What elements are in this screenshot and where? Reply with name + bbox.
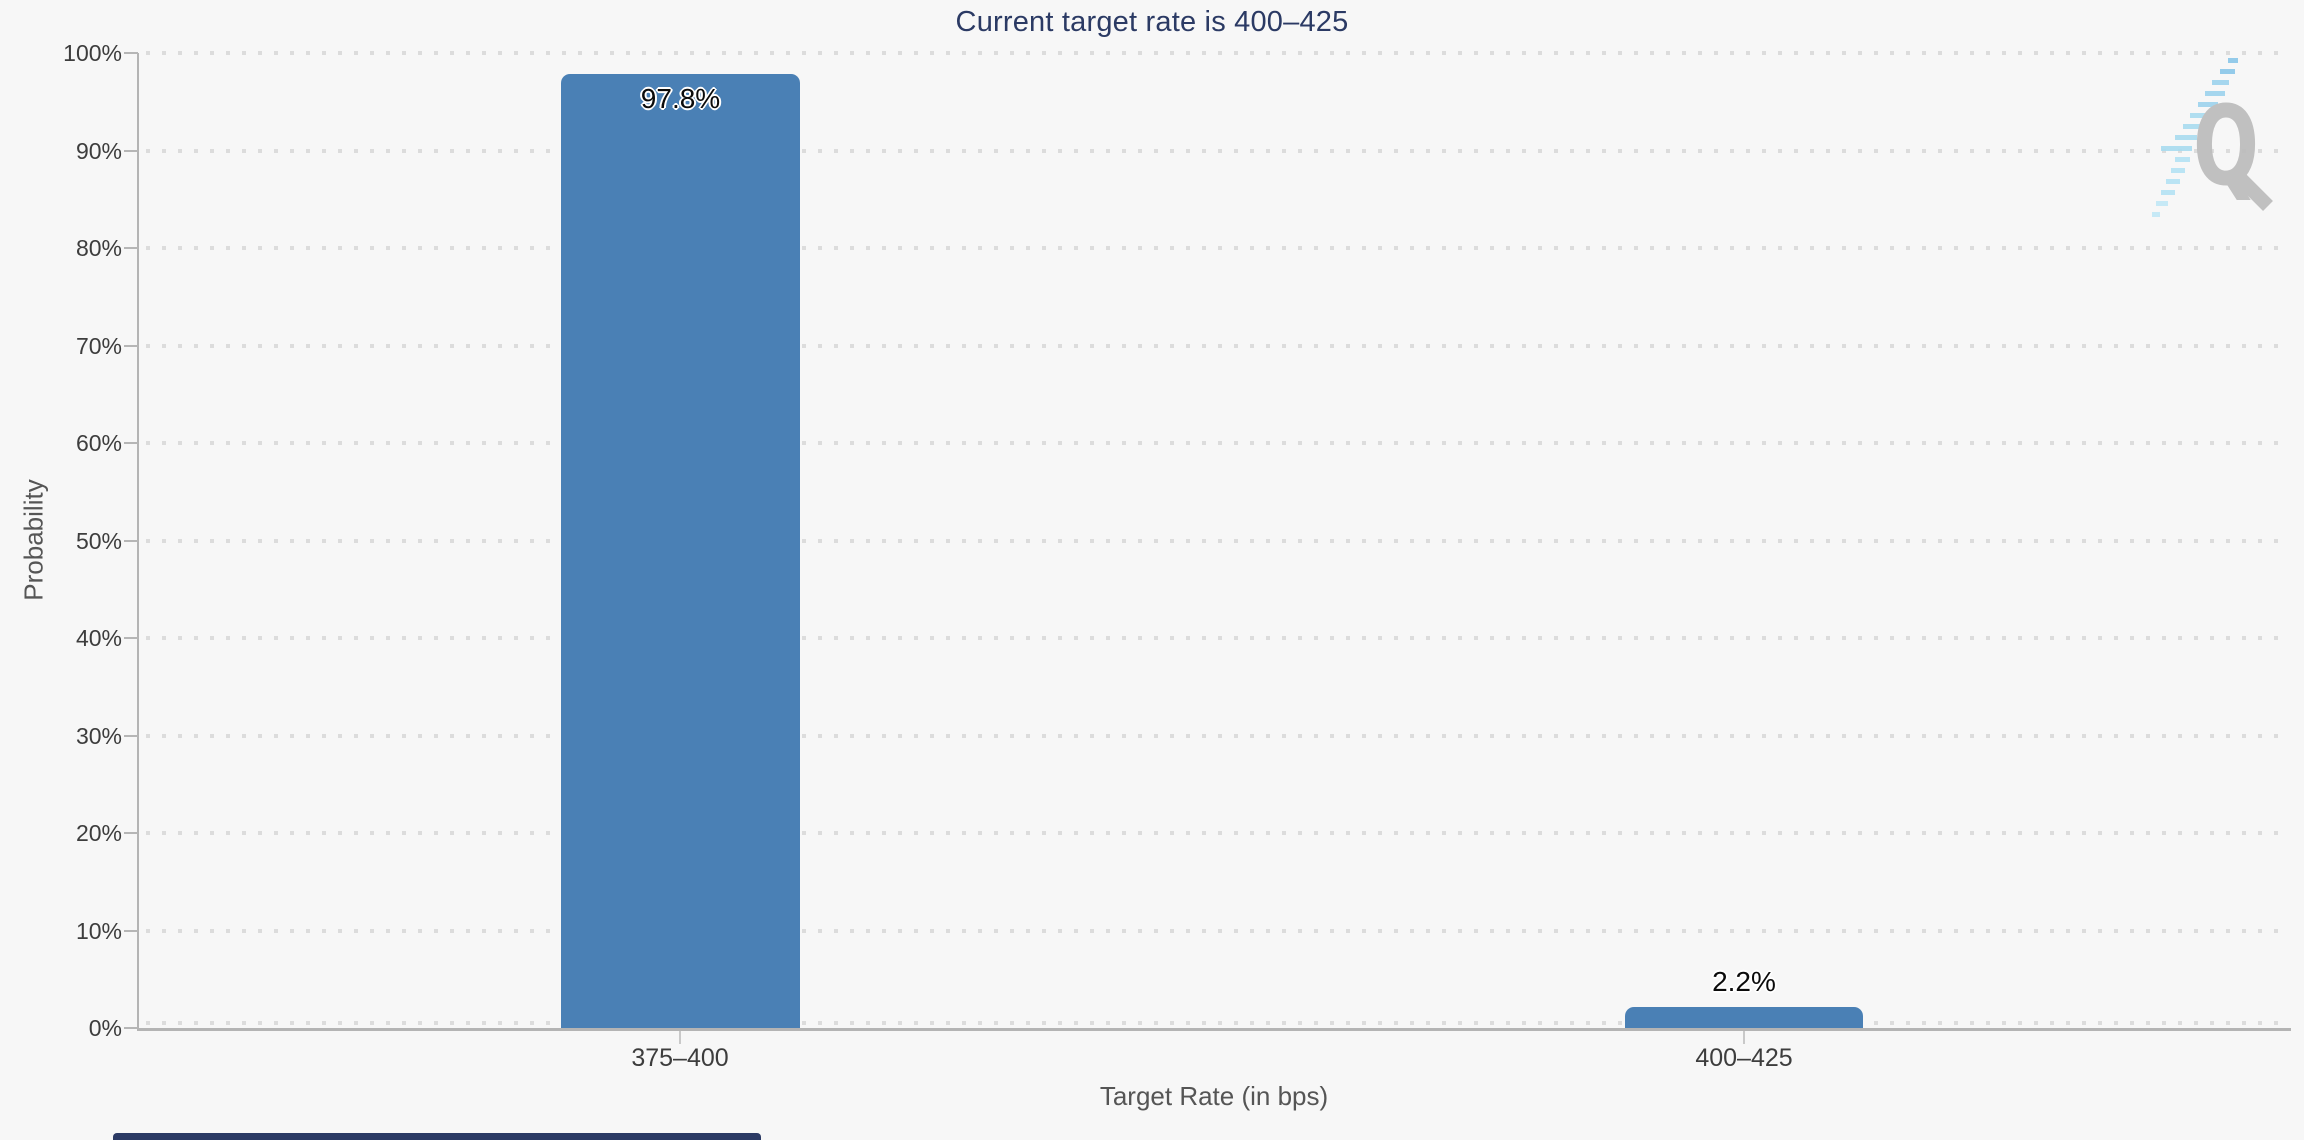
gridline-80 [146,246,2286,250]
gridline-20 [146,831,2286,835]
bar-375-400[interactable]: 97.8% [561,74,800,1028]
y-tick [124,540,138,542]
gridline-100 [146,51,2286,55]
y-tick [124,832,138,834]
y-tick [124,247,138,249]
y-tick-label: 30% [75,723,122,749]
logo-q-tail [2227,165,2273,211]
x-tick [1743,1031,1745,1044]
x-category-label: 375–400 [631,1044,729,1072]
y-tick [124,345,138,347]
bar-400-425[interactable]: 2.2% [1625,966,1863,1028]
x-tick [679,1031,681,1044]
x-axis-title: Target Rate (in bps) [1099,1081,1329,1111]
y-tick-label: 70% [75,333,122,359]
y-tick [124,1027,138,1029]
logo-slash-dashes [2152,58,2238,217]
y-axis-line [137,53,139,1030]
y-tick [124,930,138,932]
gridline-70 [146,344,2286,348]
gridline-60 [146,441,2286,445]
gridline-30 [146,734,2286,738]
y-tick [124,637,138,639]
chart-title: Current target rate is 400–425 [955,6,1349,38]
x-category-label: 400–425 [1695,1044,1793,1072]
y-tick [124,442,138,444]
y-tick-label: 0% [88,1015,122,1041]
y-tick-label: 90% [75,138,122,164]
y-tick-label: 40% [75,625,122,651]
plot-area: 97.8% 2.2% [138,53,2290,1028]
y-tick [124,150,138,152]
bar-value-label: 2.2% [1712,965,1776,997]
y-tick-label: 10% [75,918,122,944]
x-axis-line [137,1028,2291,1031]
y-tick [124,735,138,737]
gridline-90 [146,149,2286,153]
gridline-40 [146,636,2286,640]
y-axis-title: Probability [18,479,49,601]
y-tick-label: 80% [75,235,122,261]
y-tick-label: 20% [75,820,122,846]
cropped-ui-element[interactable] [113,1133,761,1140]
y-tick-label: 50% [75,528,122,554]
y-tick [124,52,138,54]
gridline-0 [146,1021,2286,1025]
bar-value-label: 97.8% [640,83,721,115]
y-tick-label: 60% [75,430,122,456]
gridline-50 [146,539,2286,543]
y-tick-label: 100% [63,40,122,66]
gridline-10 [146,929,2286,933]
quikstrike-logo-watermark: Q [2152,58,2273,217]
